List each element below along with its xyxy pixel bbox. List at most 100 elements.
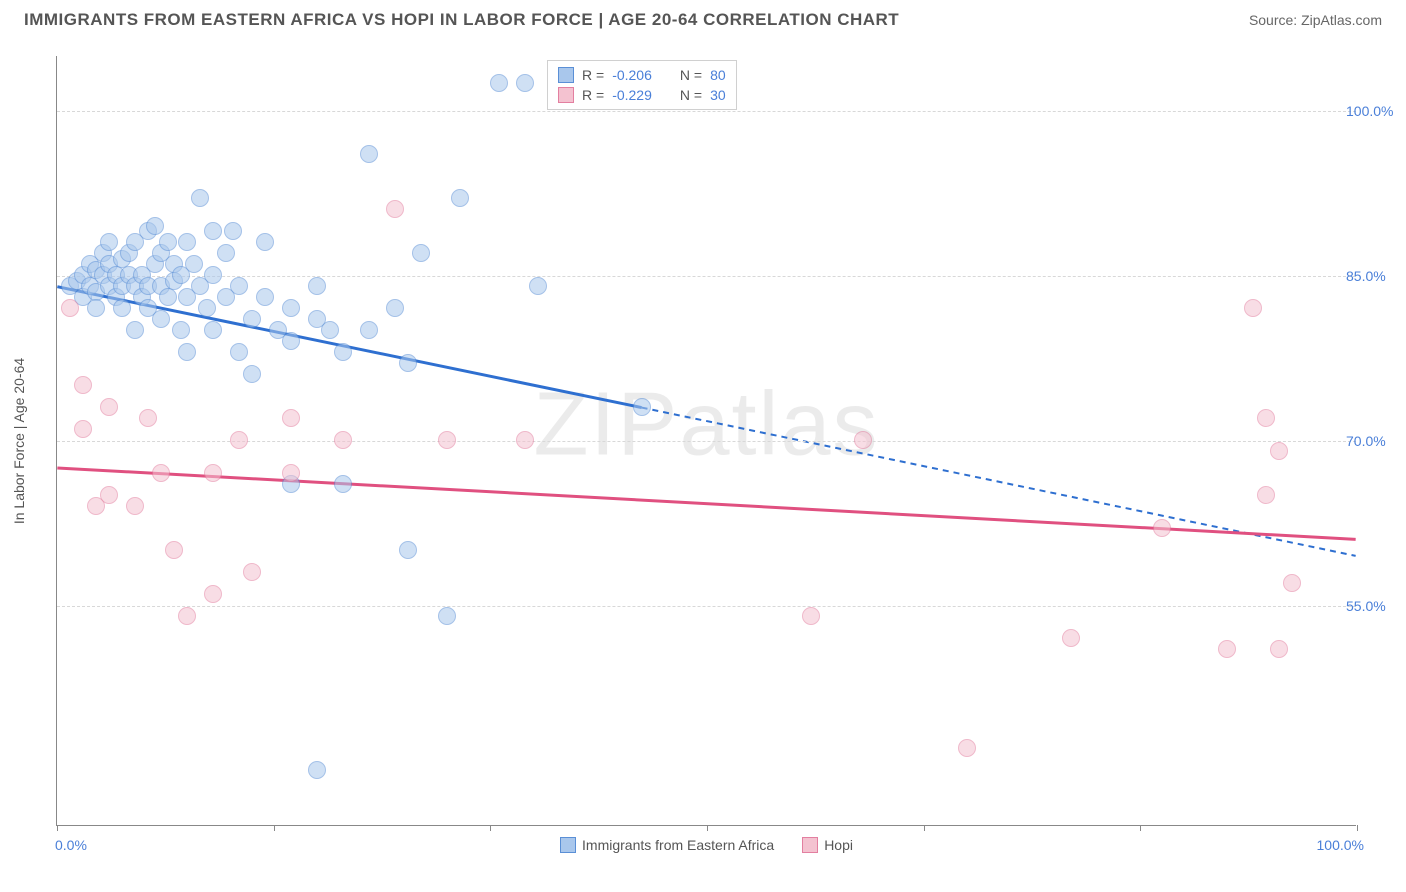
data-point [308, 277, 326, 295]
x-tick-mark [707, 825, 708, 831]
data-point [1270, 442, 1288, 460]
data-point [165, 541, 183, 559]
data-point [204, 222, 222, 240]
data-point [1257, 486, 1275, 504]
data-point [256, 288, 274, 306]
data-point [159, 288, 177, 306]
y-tick-label: 55.0% [1346, 598, 1406, 614]
data-point [1270, 640, 1288, 658]
data-point [399, 354, 417, 372]
r-label: R = [582, 87, 604, 103]
data-point [178, 607, 196, 625]
legend-stat-row: R = -0.206 N = 80 [558, 65, 726, 85]
data-point [100, 398, 118, 416]
data-point [178, 233, 196, 251]
data-point [334, 343, 352, 361]
gridline [57, 606, 1356, 607]
data-point [204, 585, 222, 603]
data-point [386, 200, 404, 218]
data-point [334, 431, 352, 449]
data-point [152, 310, 170, 328]
data-point [334, 475, 352, 493]
chart-plot-area: In Labor Force | Age 20-64 ZIPatlas R = … [56, 56, 1356, 826]
data-point [308, 761, 326, 779]
data-point [204, 266, 222, 284]
n-value: 30 [710, 87, 726, 103]
r-value: -0.229 [612, 87, 652, 103]
data-point [451, 189, 469, 207]
data-point [74, 420, 92, 438]
n-value: 80 [710, 67, 726, 83]
data-point [113, 299, 131, 317]
data-point [74, 376, 92, 394]
y-tick-label: 100.0% [1346, 103, 1406, 119]
data-point [282, 299, 300, 317]
series-legend: Immigrants from Eastern Africa Hopi [57, 837, 1356, 853]
data-point [243, 310, 261, 328]
data-point [146, 217, 164, 235]
data-point [61, 299, 79, 317]
correlation-legend: R = -0.206 N = 80 R = -0.229 N = 30 [547, 60, 737, 110]
x-tick-mark [57, 825, 58, 831]
data-point [243, 563, 261, 581]
data-point [1062, 629, 1080, 647]
data-point [191, 189, 209, 207]
legend-swatch [560, 837, 576, 853]
data-point [399, 541, 417, 559]
legend-swatch [558, 87, 574, 103]
legend-label: Immigrants from Eastern Africa [582, 837, 774, 853]
legend-swatch [802, 837, 818, 853]
data-point [1218, 640, 1236, 658]
data-point [282, 332, 300, 350]
data-point [152, 464, 170, 482]
r-label: R = [582, 67, 604, 83]
r-value: -0.206 [612, 67, 652, 83]
n-label: N = [680, 87, 702, 103]
data-point [243, 365, 261, 383]
data-point [100, 486, 118, 504]
data-point [321, 321, 339, 339]
data-point [1153, 519, 1171, 537]
data-point [1283, 574, 1301, 592]
data-point [282, 409, 300, 427]
x-tick-mark [1357, 825, 1358, 831]
data-point [100, 233, 118, 251]
data-point [230, 431, 248, 449]
gridline [57, 276, 1356, 277]
data-point [178, 343, 196, 361]
gridline [57, 441, 1356, 442]
data-point [958, 739, 976, 757]
data-point [159, 233, 177, 251]
data-point [1244, 299, 1262, 317]
data-point [87, 299, 105, 317]
data-point [360, 145, 378, 163]
x-tick-mark [924, 825, 925, 831]
legend-swatch [558, 67, 574, 83]
data-point [185, 255, 203, 273]
data-point [204, 464, 222, 482]
gridline [57, 111, 1356, 112]
data-point [224, 222, 242, 240]
data-point [529, 277, 547, 295]
data-point [282, 464, 300, 482]
data-point [438, 431, 456, 449]
x-tick-mark [1140, 825, 1141, 831]
data-point [360, 321, 378, 339]
y-tick-label: 85.0% [1346, 268, 1406, 284]
data-point [802, 607, 820, 625]
data-point [126, 321, 144, 339]
data-point [516, 74, 534, 92]
watermark: ZIPatlas [533, 374, 879, 477]
x-tick-label: 0.0% [55, 837, 87, 853]
data-point [516, 431, 534, 449]
data-point [386, 299, 404, 317]
data-point [854, 431, 872, 449]
data-point [230, 343, 248, 361]
legend-item: Hopi [802, 837, 853, 853]
n-label: N = [680, 67, 702, 83]
data-point [139, 409, 157, 427]
data-point [633, 398, 651, 416]
data-point [204, 321, 222, 339]
data-point [172, 321, 190, 339]
x-tick-mark [274, 825, 275, 831]
